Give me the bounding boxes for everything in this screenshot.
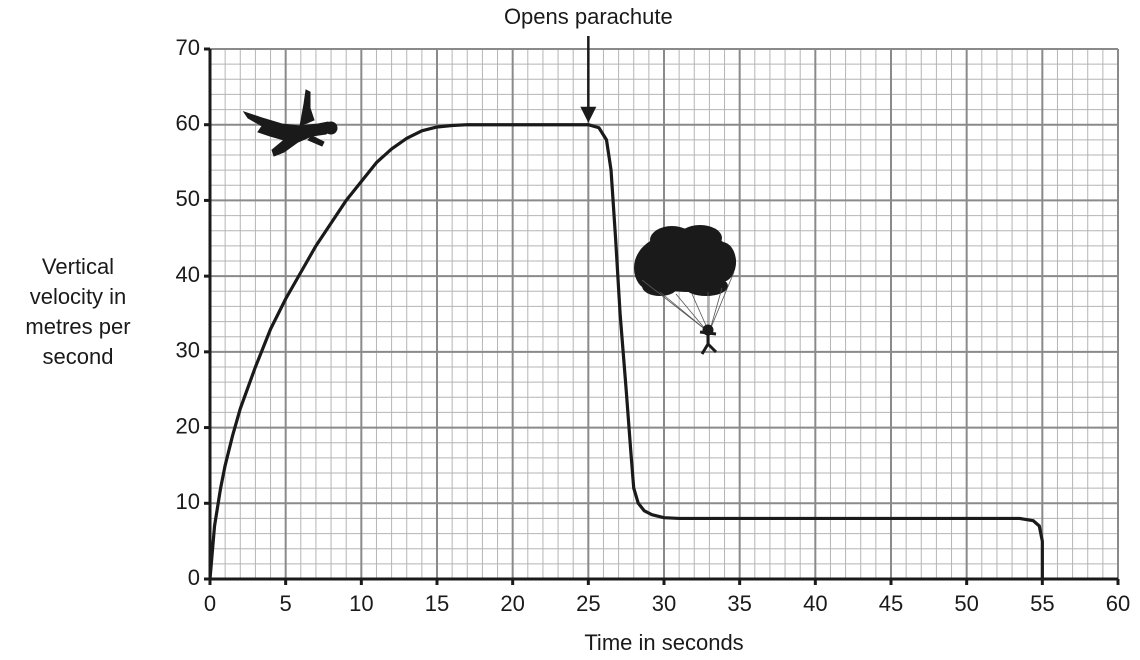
x-tick-label: 50 (954, 591, 978, 616)
y-tick-label: 50 (176, 186, 200, 211)
y-axis-label: metres per (25, 314, 130, 339)
x-tick-label: 25 (576, 591, 600, 616)
x-tick-label: 60 (1106, 591, 1130, 616)
y-axis-label: velocity in (30, 284, 127, 309)
chart: 0 5 10 15 20 25 30 35 40 45 50 55 60 0 10 20 30 40 50 60 70 (0, 0, 1140, 660)
x-tick-label: 5 (280, 591, 292, 616)
y-tick-label: 0 (188, 565, 200, 590)
x-tick-label: 30 (652, 591, 676, 616)
x-tick-label: 15 (425, 591, 449, 616)
y-tick-label: 20 (176, 413, 200, 438)
x-tick-label: 0 (204, 591, 216, 616)
x-tick-label: 55 (1030, 591, 1054, 616)
x-tick-label: 40 (803, 591, 827, 616)
y-tick-label: 40 (176, 262, 200, 287)
y-tick-label: 60 (176, 111, 200, 136)
y-tick-label: 10 (176, 489, 200, 514)
y-tick-label: 70 (176, 35, 200, 60)
grid: 0 5 10 15 20 25 30 35 40 45 50 55 60 0 10 20 30 40 50 60 70 (176, 35, 1131, 616)
skydiver-icon (244, 90, 337, 156)
x-tick-label: 20 (500, 591, 524, 616)
y-tick-label: 30 (176, 338, 200, 363)
x-tick-label: 45 (879, 591, 903, 616)
x-axis-label: Time in seconds (584, 630, 743, 655)
y-axis-label: Vertical (42, 254, 114, 279)
x-tick-label: 35 (727, 591, 751, 616)
y-axis-label: second (43, 344, 114, 369)
annotation: Opens parachute (504, 4, 673, 29)
x-tick-label: 10 (349, 591, 373, 616)
